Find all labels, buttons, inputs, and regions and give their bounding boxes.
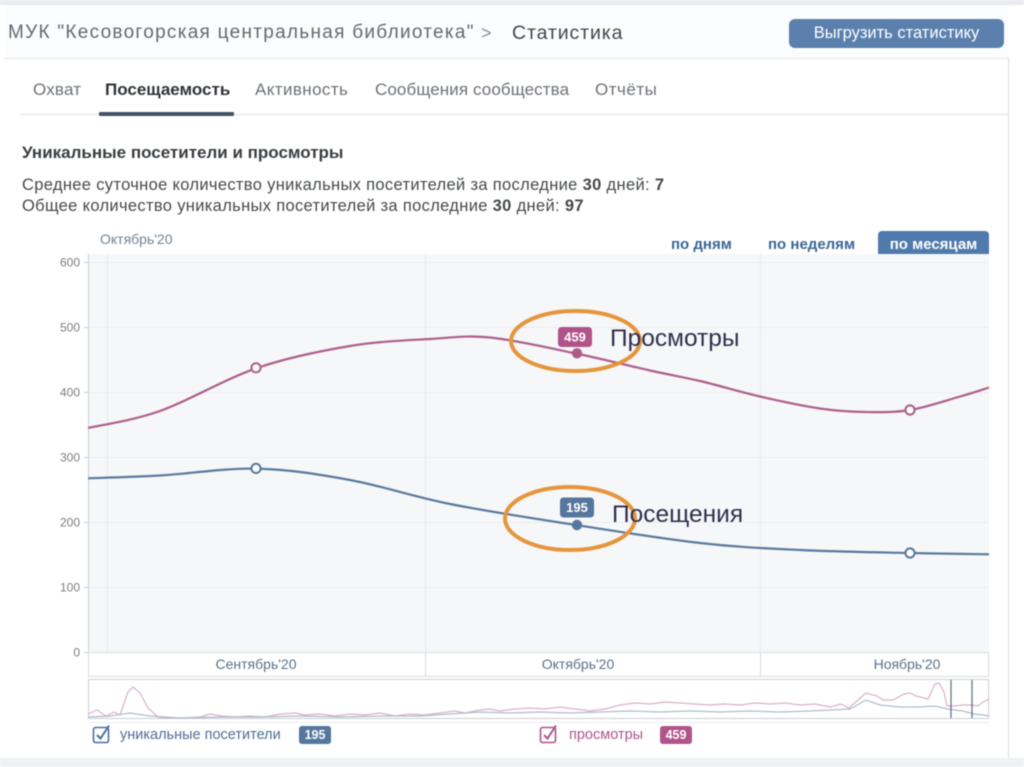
svg-text:500: 500 [60, 321, 80, 335]
svg-text:200: 200 [60, 516, 80, 530]
svg-text:195: 195 [566, 500, 588, 515]
svg-text:600: 600 [60, 256, 80, 270]
svg-text:400: 400 [60, 386, 80, 400]
svg-text:100: 100 [60, 581, 80, 595]
svg-text:Октябрь'20: Октябрь'20 [542, 656, 615, 672]
svg-text:459: 459 [564, 330, 586, 345]
svg-text:Ноябрь'20: Ноябрь'20 [874, 656, 941, 672]
svg-text:300: 300 [60, 451, 80, 465]
svg-text:0: 0 [73, 646, 80, 660]
svg-text:Сентябрь'20: Сентябрь'20 [216, 656, 297, 672]
